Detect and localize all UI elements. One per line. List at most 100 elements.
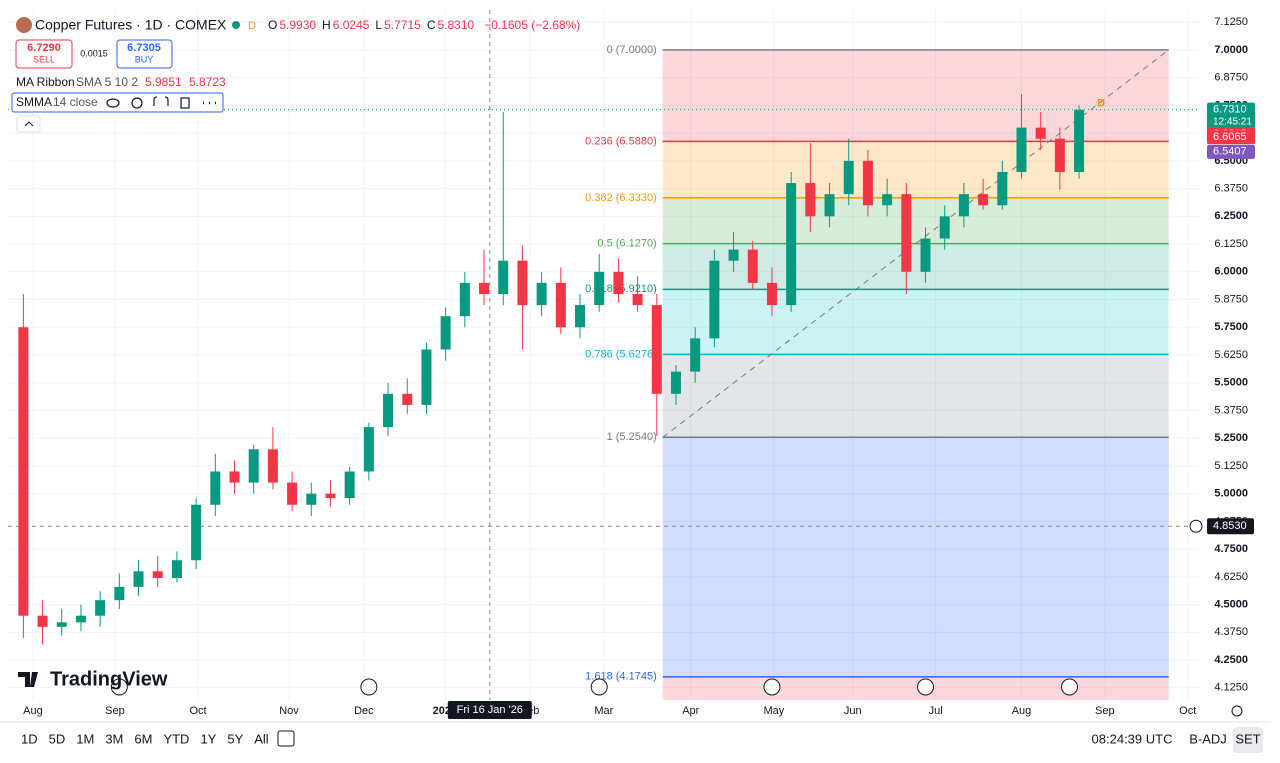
candle-body	[805, 183, 816, 217]
range-button[interactable]: 3M	[105, 731, 123, 746]
range-button[interactable]: 1D	[21, 731, 38, 746]
fib-trend-line	[662, 49, 1170, 438]
indicator-name: SMMA	[16, 95, 52, 109]
y-tick-label: 6.8750	[1214, 72, 1248, 84]
ohlc-value: 5.7715	[384, 18, 421, 32]
candle-body	[210, 471, 221, 505]
candle-body	[632, 293, 643, 306]
candle-body	[421, 349, 432, 405]
x-tick-label: Dec	[354, 705, 374, 717]
sell-label: SELL	[33, 54, 55, 64]
candle-body	[690, 338, 701, 372]
adjustment[interactable]: B-ADJ	[1189, 731, 1227, 746]
ohlc: O 5.9930 H 6.0245 L 5.7715 C 5.8310	[268, 18, 475, 32]
buy-label: BUY	[135, 54, 154, 64]
status-dot	[232, 21, 240, 29]
sell-button[interactable]	[15, 39, 73, 69]
y-tick-label: 7.1250	[1214, 16, 1248, 28]
x-tick-label: Aug	[23, 705, 43, 717]
candle-body	[344, 471, 355, 499]
y-tick-label: 4.5000	[1214, 599, 1248, 611]
range-button[interactable]: YTD	[163, 731, 189, 746]
collapse-button[interactable]	[16, 115, 41, 133]
event-marker	[763, 678, 781, 696]
range-button[interactable]: All	[254, 731, 269, 746]
candle-body	[824, 194, 835, 217]
symbol[interactable]: Copper Futures · 1D · COMEX	[35, 17, 227, 33]
candle-body	[56, 622, 67, 627]
date-range-icon[interactable]	[277, 730, 295, 747]
logo: TradingView	[50, 668, 168, 690]
change: −0.1605 (−2.68%)	[484, 18, 580, 32]
candle-body	[747, 249, 758, 283]
y-tick-label: 6.0000	[1214, 266, 1248, 278]
spread: 0.0015	[80, 48, 108, 58]
x-tick-label: Nov	[279, 705, 299, 717]
candle-body	[383, 393, 394, 428]
y-tick-label: 4.1250	[1214, 682, 1248, 694]
range-button[interactable]: 5Y	[227, 731, 243, 746]
event-marker	[360, 678, 378, 696]
range-button[interactable]: 1Y	[200, 731, 216, 746]
fib-label: 1 (5.2540)	[607, 431, 657, 443]
indicator-params: SMA 5 10 2	[76, 75, 138, 89]
indicator-row[interactable]	[11, 92, 224, 113]
fib-band	[662, 141, 1169, 198]
last-marker: D	[1097, 97, 1105, 109]
candle-body	[498, 260, 509, 294]
fib-band	[662, 289, 1169, 355]
set-button[interactable]	[1233, 727, 1263, 753]
range-button[interactable]: 1M	[76, 731, 94, 746]
range-button[interactable]: 6M	[134, 731, 152, 746]
y-tick-label: 5.6250	[1214, 349, 1248, 361]
fib-band	[662, 676, 1169, 700]
x-tick-label: Oct	[1179, 705, 1196, 717]
candle-body	[594, 271, 605, 306]
y-tick-label: 5.5000	[1214, 377, 1248, 389]
flag: D	[248, 20, 256, 32]
candle-body	[1054, 138, 1065, 172]
crosshair-price-badge	[1207, 518, 1254, 535]
indicator-value: 5.8723	[189, 75, 226, 89]
candle-body	[575, 305, 586, 328]
collapse-icon	[24, 121, 34, 127]
candle-body	[978, 194, 989, 206]
crosshair-plus	[1189, 519, 1203, 533]
candle-body	[901, 194, 912, 272]
ohlc-value: 6.0245	[333, 18, 370, 32]
candle-body	[517, 260, 528, 306]
candle-body	[171, 560, 182, 578]
fib-band	[662, 354, 1169, 438]
fib-label: 0.382 (6.3330)	[585, 192, 657, 204]
buy-button[interactable]	[116, 39, 173, 69]
x-tick-label: Apr	[682, 705, 699, 717]
x-tick-label: Jul	[929, 705, 943, 717]
event-marker	[917, 678, 935, 696]
candle-body	[862, 160, 873, 206]
fib-band	[662, 197, 1169, 244]
x-tick-label: Oct	[189, 705, 206, 717]
candle-body	[786, 183, 797, 306]
candle-body	[459, 282, 470, 317]
axis-settings-icon[interactable]	[1231, 705, 1243, 717]
delete-icon[interactable]	[180, 97, 190, 109]
fib-band	[662, 243, 1169, 290]
code-icon[interactable]	[153, 96, 169, 106]
y-tick-label: 4.2500	[1214, 654, 1248, 666]
x-tick-label: Sep	[105, 705, 125, 717]
indicator-name[interactable]: MA Ribbon	[16, 75, 75, 89]
price-badge-label: 6.5407	[1213, 146, 1247, 158]
eye-icon[interactable]	[106, 98, 120, 108]
settings-icon[interactable]	[131, 97, 143, 109]
candle-body	[248, 449, 259, 483]
y-tick-label: 5.7500	[1214, 321, 1248, 333]
candle-body	[287, 482, 298, 505]
buy-price: 6.7305	[127, 42, 161, 54]
candle-body	[670, 371, 681, 394]
clock: 08:24:39 UTC	[1092, 731, 1173, 746]
range-button[interactable]: 5D	[49, 731, 66, 746]
candle-body	[843, 160, 854, 195]
indicator-icons	[106, 96, 216, 109]
y-tick-label: 7.0000	[1214, 44, 1248, 56]
